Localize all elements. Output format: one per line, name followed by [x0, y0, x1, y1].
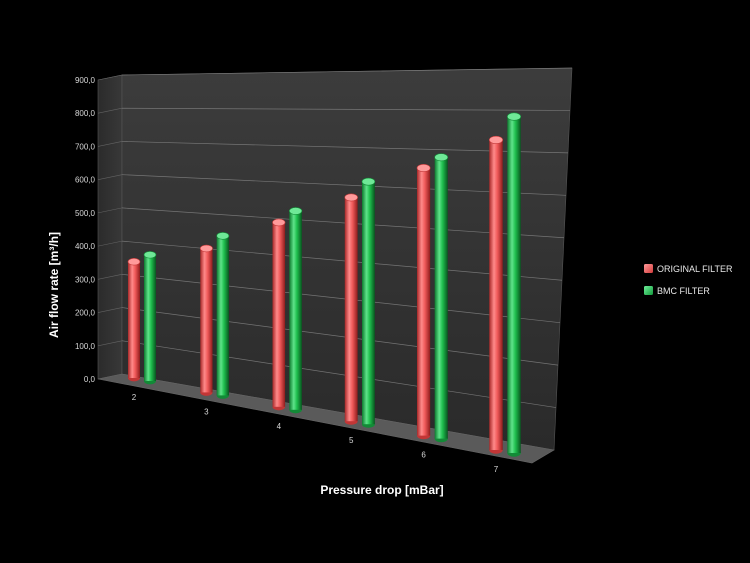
y-tick-label: 700,0 [75, 142, 96, 151]
y-tick-label: 600,0 [75, 176, 96, 185]
bar-bmc-filter-cap [434, 153, 449, 162]
y-tick-label: 200,0 [75, 309, 96, 318]
gridline-side [97, 240, 123, 247]
bar-original-filter [127, 258, 141, 382]
x-tick-label: 7 [494, 465, 499, 474]
gridline [121, 273, 561, 324]
bar-bmc-filter [289, 207, 303, 414]
bar-bmc-filter-body [144, 254, 156, 381]
bar-bmc-filter [434, 153, 449, 443]
gridline-side [97, 307, 123, 313]
gridline [121, 240, 563, 281]
gridline [121, 107, 571, 111]
bar-original-filter [416, 163, 431, 440]
x-axis-ticks: 2 3 4 5 6 7 [132, 393, 499, 474]
y-tick-label: 100,0 [75, 342, 96, 351]
bar-original-filter-cap [488, 135, 504, 145]
bar-bmc-filter-body [216, 235, 229, 396]
bar-original-filter-cap [272, 218, 286, 227]
bar-original-filter [272, 218, 286, 411]
gridline-side [97, 74, 123, 81]
bar-original-filter-body [272, 222, 286, 407]
x-tick-label: 4 [277, 422, 282, 431]
bar-bmc-filter-cap [361, 177, 376, 186]
gridline-side [97, 274, 123, 280]
bar-bmc-filter [361, 177, 376, 428]
y-tick-label: 300,0 [75, 275, 96, 284]
bar-bmc-filter-body [507, 116, 521, 454]
y-tick-label: 900,0 [75, 76, 96, 85]
bar-bmc-filter [143, 251, 157, 385]
bar-bmc-filter-cap [216, 232, 230, 240]
gridline-side [97, 141, 123, 147]
bar-bmc-filter-body [361, 181, 375, 425]
bar-original-filter [488, 135, 504, 454]
x-tick-label: 5 [349, 436, 354, 445]
bar-original-filter-cap [416, 163, 431, 172]
y-tick-label: 400,0 [75, 242, 96, 251]
bar-original-filter-cap [127, 258, 141, 266]
x-axis-title: Pressure drop [mBar] [320, 483, 443, 497]
bar-bmc-filter-body [289, 210, 302, 410]
gridline-side [97, 207, 123, 214]
bar-original-filter-body [417, 167, 431, 436]
bars [127, 112, 522, 457]
gridline [121, 340, 557, 408]
legend-label-original: ORIGINAL FILTER [657, 264, 733, 274]
bar-original-filter-body [489, 139, 503, 450]
gridline [121, 67, 573, 76]
legend-swatch-bmc [644, 286, 653, 295]
legend-label-bmc: BMC FILTER [657, 286, 710, 296]
bar-bmc-filter [507, 112, 522, 457]
bar-original-filter-cap [344, 193, 358, 202]
y-tick-label: 800,0 [75, 109, 96, 118]
bar-original-filter-cap [199, 244, 213, 253]
legend-swatch-original [644, 264, 653, 273]
gridline-side [97, 107, 123, 114]
bar-bmc-filter-body [434, 157, 448, 439]
bar-original-filter [344, 193, 358, 425]
x-tick-label: 3 [204, 407, 209, 416]
bar-bmc-filter-cap [289, 207, 303, 215]
bar-original-filter-body [128, 261, 140, 378]
bar-original-filter-body [344, 197, 358, 422]
chart-side-wall [97, 74, 123, 380]
bar-original-filter [199, 244, 213, 396]
bar-bmc-filter [216, 232, 230, 399]
y-axis-ticks: 0,0 100,0 200,0 300,0 400,0 500,0 600,0 700,0 80… [75, 76, 96, 384]
legend: ORIGINAL FILTER BMC FILTER [644, 264, 733, 296]
y-axis-title: Air flow rate [m³/h] [47, 232, 61, 338]
gridline [121, 307, 559, 366]
y-tick-label: 500,0 [75, 209, 96, 218]
x-tick-label: 2 [132, 393, 137, 402]
bar-original-filter-body [200, 248, 213, 393]
x-tick-label: 6 [421, 451, 426, 460]
gridline-side [97, 174, 123, 180]
bar-bmc-filter-cap [507, 112, 522, 121]
bar-bmc-filter-cap [143, 251, 157, 259]
gridline-side [97, 340, 123, 347]
y-tick-label: 0,0 [84, 375, 96, 384]
